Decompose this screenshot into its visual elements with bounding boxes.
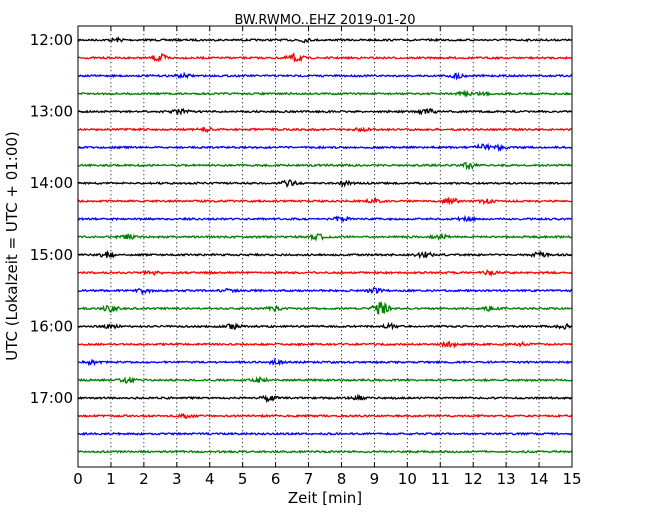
x-tick-label: 15 bbox=[562, 470, 581, 488]
x-tick-label: 1 bbox=[106, 470, 116, 488]
trace-line bbox=[77, 161, 573, 171]
trace-line bbox=[77, 412, 573, 420]
y-tick-label: 15:00 bbox=[30, 246, 73, 264]
x-tick-label: 0 bbox=[73, 470, 83, 488]
x-tick-label: 4 bbox=[205, 470, 215, 488]
x-tick-label: 8 bbox=[337, 470, 347, 488]
y-tick-label: 14:00 bbox=[30, 174, 73, 192]
x-tick-label: 7 bbox=[304, 470, 314, 488]
x-tick-label: 6 bbox=[271, 470, 281, 488]
trace-line bbox=[77, 107, 573, 116]
trace-line bbox=[77, 89, 573, 98]
trace-line bbox=[77, 268, 573, 278]
trace-line bbox=[77, 232, 573, 242]
trace-line bbox=[77, 301, 573, 315]
plot-frame bbox=[77, 25, 573, 468]
y-axis-label: UTC (Lokalzeit = UTC + 01:00) bbox=[3, 131, 21, 361]
trace-line bbox=[77, 249, 573, 260]
trace-line bbox=[77, 214, 573, 224]
x-tick-label: 13 bbox=[497, 470, 516, 488]
trace-line bbox=[77, 393, 573, 404]
trace-line bbox=[77, 449, 573, 454]
x-tick-label: 9 bbox=[370, 470, 380, 488]
y-tick-label: 13:00 bbox=[30, 103, 73, 121]
x-tick-label: 12 bbox=[464, 470, 483, 488]
trace-line bbox=[77, 179, 573, 188]
trace-line bbox=[77, 142, 573, 153]
tick-layer: 0 1 2 3 4 5 6 7 8 9 10 11 12 13 14 1512:0013:0014:0015:… bbox=[30, 26, 582, 488]
trace-line bbox=[77, 126, 573, 134]
trace-line bbox=[77, 196, 573, 206]
trace-line bbox=[77, 52, 573, 63]
x-tick-label: 10 bbox=[398, 470, 417, 488]
trace-line bbox=[77, 71, 573, 81]
trace-line bbox=[77, 321, 573, 331]
trace-line bbox=[77, 357, 573, 367]
trace-layer bbox=[77, 35, 573, 454]
x-tick-label: 11 bbox=[431, 470, 450, 488]
trace-line bbox=[77, 431, 573, 436]
x-axis-label: Zeit [min] bbox=[288, 489, 362, 507]
trace-line bbox=[77, 375, 573, 384]
trace-line bbox=[77, 340, 573, 349]
x-tick-label: 2 bbox=[139, 470, 149, 488]
y-tick-label: 16:00 bbox=[30, 317, 73, 335]
y-tick-label: 17:00 bbox=[30, 389, 73, 407]
trace-line bbox=[77, 287, 573, 296]
y-tick-label: 12:00 bbox=[30, 31, 73, 49]
chart-title: BW.RWMO..EHZ 2019-01-20 bbox=[234, 13, 415, 28]
grid-layer bbox=[110, 26, 540, 467]
trace-line bbox=[77, 35, 573, 44]
x-tick-label: 5 bbox=[238, 470, 248, 488]
x-tick-label: 14 bbox=[530, 470, 549, 488]
x-tick-label: 3 bbox=[172, 470, 182, 488]
